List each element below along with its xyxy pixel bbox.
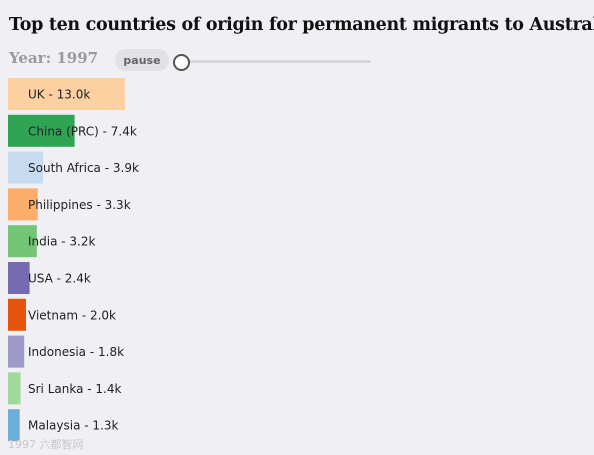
watermark: 1997 六都智网 <box>8 438 84 451</box>
bar-sri-lanka <box>8 372 21 405</box>
bar-label: China (PRC) - 7.4k <box>28 124 137 138</box>
bar-label: UK - 13.0k <box>28 88 90 102</box>
bar-india <box>8 225 37 258</box>
bar-label: Indonesia - 1.8k <box>28 345 124 359</box>
bar-indonesia <box>8 335 25 368</box>
bar-uk <box>8 78 125 110</box>
timeline-slider-handle[interactable] <box>173 54 190 71</box>
year-display: Year: 1997 <box>9 49 99 67</box>
chart-title: Top ten countries of origin for permanen… <box>9 15 594 35</box>
bar-philippines <box>8 188 38 221</box>
pause-button[interactable]: pause <box>115 49 169 71</box>
bar-label: Vietnam - 2.0k <box>28 308 116 322</box>
bar-vietnam <box>8 298 26 331</box>
bar-south-africa <box>8 151 44 184</box>
bar-label: South Africa - 3.9k <box>28 161 139 175</box>
bar-label: USA - 2.4k <box>28 272 91 286</box>
bar-malaysia <box>8 409 20 442</box>
bar-label: Sri Lanka - 1.4k <box>28 382 121 396</box>
bar-label: Philippines - 3.3k <box>28 198 131 212</box>
bar-usa <box>8 262 30 294</box>
bar-label: Malaysia - 1.3k <box>28 419 118 433</box>
timeline-slider-track[interactable] <box>176 60 371 63</box>
bar-china-prc <box>8 114 75 147</box>
bar-label: India - 3.2k <box>28 235 95 249</box>
